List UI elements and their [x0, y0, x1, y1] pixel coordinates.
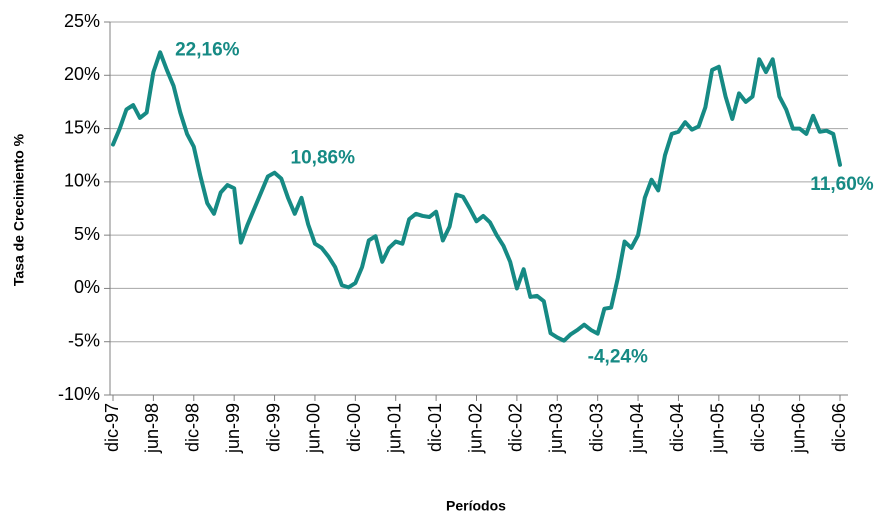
y-tick-label: 10%: [64, 171, 100, 191]
data-line: [111, 50, 842, 343]
x-tick-label: dic-04: [667, 403, 687, 452]
x-tick-label: jun-99: [223, 403, 243, 454]
x-tick-label: dic-05: [748, 403, 768, 452]
y-tick-label: -10%: [58, 384, 100, 404]
data-label: 22,16%: [175, 39, 240, 60]
data-label: -4,24%: [588, 347, 648, 368]
data-label: 11,60%: [810, 174, 873, 195]
x-tick-label: dic-97: [102, 403, 122, 452]
x-tick-label: jun-01: [384, 403, 404, 454]
y-tick-label: -5%: [68, 330, 100, 350]
x-tick-label: jun-06: [788, 403, 808, 454]
x-tick-label: dic-00: [344, 403, 364, 452]
x-tick-label: dic-02: [506, 403, 526, 452]
y-tick-label: 25%: [64, 11, 100, 31]
data-label: 10,86%: [291, 148, 356, 169]
y-tick-label: 15%: [64, 117, 100, 137]
x-tick-label: jun-98: [142, 403, 162, 454]
x-tick-label: dic-99: [263, 403, 283, 452]
x-tick-label: dic-06: [829, 403, 849, 452]
x-tick-label: jun-02: [465, 403, 485, 454]
y-tick-label: 5%: [74, 224, 100, 244]
x-tick-label: dic-98: [183, 403, 203, 452]
x-tick-label: jun-04: [627, 403, 647, 454]
x-tick-label: dic-01: [425, 403, 445, 452]
x-axis-title: Períodos: [446, 498, 506, 514]
x-tick-label: jun-00: [304, 403, 324, 454]
y-axis-title: Tasa de Crecimiento %: [11, 133, 27, 286]
x-tick-label: jun-05: [708, 403, 728, 454]
x-tick-label: dic-03: [586, 403, 606, 452]
y-tick-label: 20%: [64, 64, 100, 84]
y-tick-label: 0%: [74, 277, 100, 297]
x-tick-label: jun-03: [546, 403, 566, 454]
